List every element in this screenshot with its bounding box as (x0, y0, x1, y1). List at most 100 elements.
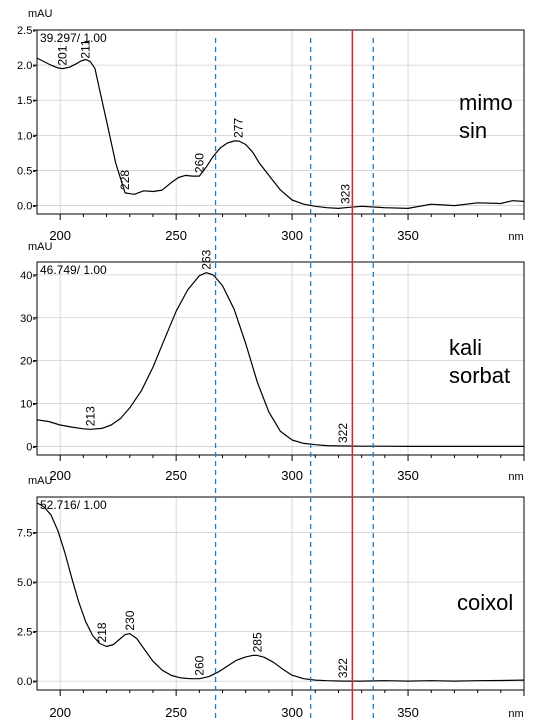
peak-label-kali-sorbat: 213 (83, 406, 97, 426)
data-point-mimosin (162, 190, 163, 191)
data-point-mimosin (69, 67, 70, 68)
x-unit-label-kali-sorbat: nm (508, 471, 523, 483)
data-point-kali-sorbat (129, 407, 130, 408)
data-point-coixol (129, 633, 130, 634)
y-tick-label-mimosin: 2.5- (17, 25, 36, 37)
data-point-mimosin (280, 190, 281, 191)
data-point-coixol (171, 675, 172, 676)
x-tick-label-kali-sorbat: 200 (49, 468, 71, 483)
y-unit-label-mimosin: mAU (28, 8, 53, 20)
data-point-kali-sorbat (407, 446, 408, 447)
data-point-mimosin (106, 121, 107, 122)
data-point-kali-sorbat (152, 366, 153, 367)
data-point-kali-sorbat (213, 274, 214, 275)
data-point-coixol (257, 655, 258, 656)
data-point-mimosin (143, 190, 144, 191)
data-point-kali-sorbat (384, 446, 385, 447)
data-point-kali-sorbat (90, 429, 91, 430)
data-point-coixol (326, 680, 327, 681)
peak-label-mimosin: 211 (79, 39, 93, 58)
data-point-kali-sorbat (206, 272, 207, 273)
compound-label-coixol: coixol (457, 590, 513, 615)
data-point-mimosin (238, 140, 239, 141)
data-point-coixol (57, 530, 58, 531)
data-point-mimosin (125, 192, 126, 193)
data-point-mimosin (36, 57, 37, 58)
data-point-kali-sorbat (60, 424, 61, 425)
data-point-coixol (92, 635, 93, 636)
scale-header-kali-sorbat: 46.749/ 1.00 (40, 263, 107, 277)
peak-label-mimosin: 323 (338, 184, 352, 204)
data-point-coixol (113, 644, 114, 645)
data-point-coixol (384, 680, 385, 681)
x-tick-label-kali-sorbat: 350 (397, 468, 419, 483)
data-point-mimosin (115, 163, 116, 164)
data-point-coixol (264, 657, 265, 658)
data-point-coixol (252, 655, 253, 656)
y-tick-label-coixol: 5.0- (17, 577, 36, 589)
data-point-coixol (217, 672, 218, 673)
x-tick-label-mimosin: 250 (165, 228, 187, 243)
data-point-mimosin (99, 89, 100, 90)
data-point-coixol (36, 502, 37, 503)
data-point-mimosin (500, 203, 501, 204)
x-tick-label-mimosin: 300 (281, 228, 303, 243)
data-point-coixol (50, 514, 51, 515)
x-tick-label-coixol: 250 (165, 705, 187, 720)
data-point-mimosin (477, 202, 478, 203)
compound-label-kali-sorbat: kali sorbat (449, 335, 510, 388)
x-tick-label-coixol: 300 (281, 705, 303, 720)
compound-label-line: coixol (457, 590, 513, 615)
plot-frame-mimosin (36, 29, 525, 215)
x-tick-label-kali-sorbat: 250 (165, 468, 187, 483)
data-point-mimosin (62, 68, 63, 69)
data-point-mimosin (171, 182, 172, 183)
scale-header-mimosin: 39.297/ 1.00 (40, 31, 107, 45)
data-point-mimosin (227, 142, 228, 143)
data-point-coixol (245, 656, 246, 657)
data-point-kali-sorbat (83, 428, 84, 429)
data-point-mimosin (178, 177, 179, 178)
spectrum-line-coixol (36, 502, 525, 682)
data-point-coixol (120, 638, 121, 639)
compound-label-line: sin (459, 118, 487, 143)
peak-label-mimosin: 228 (118, 170, 132, 190)
y-tick-label-mimosin: 0.5- (17, 165, 36, 177)
data-point-coixol (236, 660, 237, 661)
x-unit-label-coixol: nm (508, 708, 523, 720)
x-tick-label-coixol: 200 (49, 705, 71, 720)
peak-label-kali-sorbat: 263 (199, 249, 213, 269)
data-point-mimosin (291, 199, 292, 200)
data-point-coixol (343, 680, 344, 681)
y-tick-label-coixol: 7.5- (17, 528, 36, 540)
data-point-mimosin (338, 208, 339, 209)
peak-label-coixol: 260 (192, 655, 206, 675)
data-point-coixol (291, 675, 292, 676)
data-point-coixol (199, 678, 200, 679)
data-point-coixol (85, 621, 86, 622)
x-unit-label-mimosin: nm (508, 231, 523, 243)
data-point-kali-sorbat (245, 343, 246, 344)
data-point-kali-sorbat (36, 419, 37, 420)
data-point-coixol (71, 578, 72, 579)
spectrum-line-mimosin (36, 57, 525, 209)
data-point-kali-sorbat (431, 446, 432, 447)
data-point-mimosin (523, 201, 524, 202)
data-point-coixol (500, 680, 501, 681)
data-point-kali-sorbat (268, 412, 269, 413)
data-point-mimosin (431, 204, 432, 205)
y-tick-label-kali-sorbat: 30- (20, 313, 36, 325)
y-tick-label-mimosin: 2.0- (17, 60, 36, 72)
data-point-mimosin (213, 156, 214, 157)
data-point-mimosin (134, 194, 135, 195)
data-point-kali-sorbat (500, 446, 501, 447)
data-point-coixol (407, 680, 408, 681)
data-point-coixol (361, 680, 362, 681)
data-point-coixol (180, 677, 181, 678)
x-tick-label-mimosin: 200 (49, 228, 71, 243)
data-point-coixol (282, 669, 283, 670)
data-point-mimosin (80, 60, 81, 61)
data-point-kali-sorbat (326, 445, 327, 446)
